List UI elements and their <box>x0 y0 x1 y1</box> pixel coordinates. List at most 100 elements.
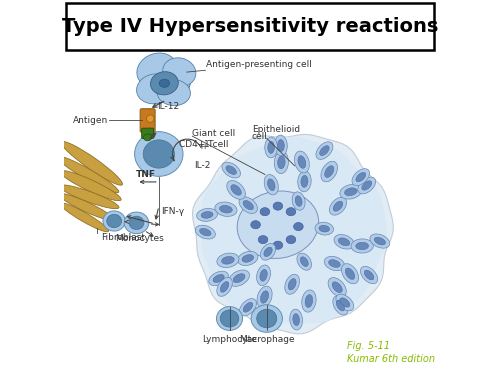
Ellipse shape <box>370 234 390 248</box>
Ellipse shape <box>333 201 343 211</box>
Ellipse shape <box>315 222 334 235</box>
Ellipse shape <box>324 256 344 271</box>
Ellipse shape <box>351 239 374 253</box>
Ellipse shape <box>60 203 108 232</box>
Ellipse shape <box>346 268 355 279</box>
Ellipse shape <box>243 302 253 312</box>
Ellipse shape <box>268 141 274 153</box>
Text: IFN-γ: IFN-γ <box>160 207 184 216</box>
Ellipse shape <box>278 140 284 152</box>
Ellipse shape <box>60 185 119 209</box>
Ellipse shape <box>222 162 240 178</box>
Ellipse shape <box>217 253 239 267</box>
Text: Antigen: Antigen <box>72 116 108 125</box>
Ellipse shape <box>137 53 177 87</box>
Ellipse shape <box>321 161 338 182</box>
Ellipse shape <box>268 179 275 190</box>
Ellipse shape <box>243 201 254 210</box>
Circle shape <box>146 115 154 122</box>
FancyBboxPatch shape <box>140 109 155 132</box>
Ellipse shape <box>237 191 318 258</box>
Ellipse shape <box>273 241 283 249</box>
Ellipse shape <box>196 209 218 221</box>
Ellipse shape <box>215 202 237 216</box>
Ellipse shape <box>250 220 260 229</box>
Ellipse shape <box>293 314 300 326</box>
Ellipse shape <box>61 141 122 185</box>
Text: Monocytes: Monocytes <box>116 234 164 243</box>
Ellipse shape <box>238 251 258 266</box>
Ellipse shape <box>144 134 152 141</box>
Ellipse shape <box>336 300 344 311</box>
Ellipse shape <box>242 255 254 262</box>
Ellipse shape <box>162 58 196 87</box>
Ellipse shape <box>228 270 250 286</box>
Ellipse shape <box>59 194 114 220</box>
Ellipse shape <box>239 197 258 213</box>
Ellipse shape <box>106 214 122 228</box>
Ellipse shape <box>302 290 316 312</box>
Ellipse shape <box>333 296 348 315</box>
Ellipse shape <box>336 294 354 311</box>
Ellipse shape <box>196 225 216 239</box>
Ellipse shape <box>143 140 174 168</box>
Ellipse shape <box>256 309 277 328</box>
Ellipse shape <box>328 260 340 267</box>
Text: Lymphocyte: Lymphocyte <box>202 334 257 344</box>
Ellipse shape <box>260 243 276 260</box>
Ellipse shape <box>260 269 267 281</box>
Text: 1 cell: 1 cell <box>204 140 229 149</box>
Ellipse shape <box>157 80 190 106</box>
Ellipse shape <box>222 256 234 264</box>
Polygon shape <box>192 135 394 334</box>
Ellipse shape <box>278 156 285 169</box>
Ellipse shape <box>328 278 346 297</box>
Text: IL-12: IL-12 <box>157 102 179 111</box>
Text: IL-2: IL-2 <box>194 161 210 170</box>
Ellipse shape <box>342 264 358 284</box>
Text: cell: cell <box>252 132 268 141</box>
Ellipse shape <box>324 166 334 177</box>
Ellipse shape <box>300 257 308 267</box>
Ellipse shape <box>159 79 170 87</box>
Text: Epithelioid: Epithelioid <box>252 125 300 134</box>
Ellipse shape <box>274 135 287 156</box>
Ellipse shape <box>356 172 366 182</box>
Ellipse shape <box>290 309 302 330</box>
Ellipse shape <box>220 310 239 327</box>
Ellipse shape <box>124 212 149 234</box>
Text: Type IV Hypersensitivity reactions: Type IV Hypersensitivity reactions <box>62 17 438 36</box>
Ellipse shape <box>288 279 296 290</box>
Ellipse shape <box>334 234 354 249</box>
FancyBboxPatch shape <box>66 3 434 50</box>
Ellipse shape <box>258 236 268 244</box>
Text: CD4+ T: CD4+ T <box>180 140 214 149</box>
Ellipse shape <box>216 307 242 330</box>
Ellipse shape <box>273 202 283 210</box>
Ellipse shape <box>338 238 350 246</box>
Text: Antigen-presenting cell: Antigen-presenting cell <box>206 60 312 69</box>
Text: Fig. 5-11: Fig. 5-11 <box>347 341 390 351</box>
Ellipse shape <box>103 211 126 231</box>
Ellipse shape <box>136 74 173 104</box>
Ellipse shape <box>226 166 236 174</box>
Ellipse shape <box>298 156 306 168</box>
Ellipse shape <box>364 270 374 280</box>
Ellipse shape <box>220 282 229 292</box>
Ellipse shape <box>265 137 278 158</box>
Ellipse shape <box>201 211 213 218</box>
Ellipse shape <box>358 177 376 194</box>
Text: Giant cell: Giant cell <box>192 129 236 138</box>
Ellipse shape <box>286 208 296 216</box>
Ellipse shape <box>294 151 310 173</box>
Ellipse shape <box>320 146 329 156</box>
Ellipse shape <box>362 181 372 190</box>
Ellipse shape <box>58 156 119 193</box>
Ellipse shape <box>344 188 357 196</box>
Text: Fibroblast: Fibroblast <box>101 233 145 242</box>
Text: TNF: TNF <box>136 170 156 179</box>
Ellipse shape <box>352 169 370 186</box>
Ellipse shape <box>274 151 288 174</box>
Ellipse shape <box>129 216 144 229</box>
FancyBboxPatch shape <box>142 128 154 138</box>
